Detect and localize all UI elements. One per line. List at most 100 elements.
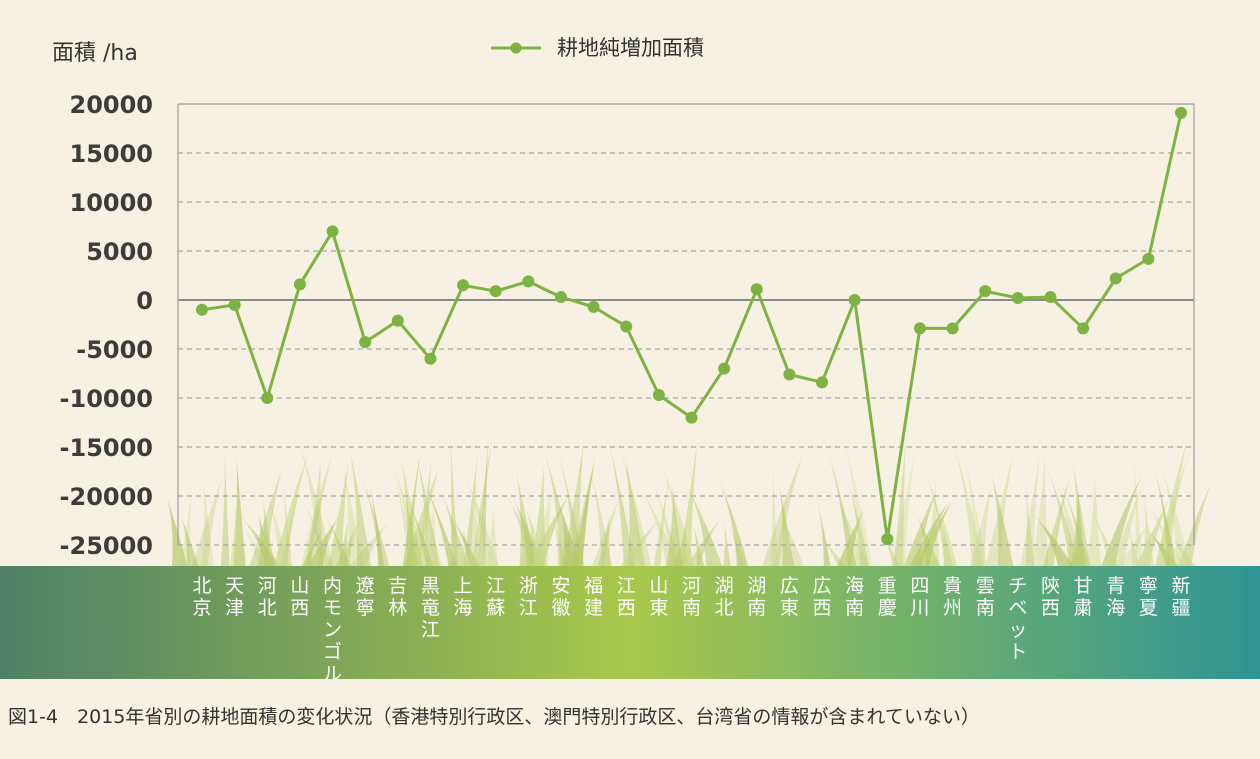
grass-blade (1154, 468, 1177, 567)
grass-blade (341, 463, 364, 567)
data-point (587, 300, 600, 313)
y-tick-label: 10000 (70, 189, 154, 217)
grass-blade (403, 468, 439, 567)
data-point (228, 298, 241, 311)
grass-blade (358, 469, 390, 567)
y-tick-label: 15000 (70, 140, 154, 168)
grass-blade (909, 502, 949, 567)
x-category-label: 天津 (225, 575, 244, 619)
figure-caption: 図1-4 2015年省別の耕地面積の変化状況（香港特別行政区、澳門特別行政区、台… (8, 706, 980, 728)
grass-blade (304, 458, 332, 567)
grass-blade (1154, 439, 1188, 567)
grass-blade (201, 480, 214, 567)
grass-blade (180, 515, 199, 567)
data-point (326, 225, 339, 238)
x-category-label: 江蘇 (486, 575, 505, 619)
y-axis-label: 面積 /ha (52, 41, 138, 66)
x-category-label: 安徽 (551, 575, 570, 619)
grass-blade (1091, 512, 1120, 567)
grass-blade (625, 457, 646, 567)
grass-blade (569, 456, 596, 567)
grass-blade (817, 502, 831, 567)
grass-blade (485, 504, 499, 567)
grass-blade (846, 476, 870, 567)
x-category-label: 江西 (617, 575, 636, 619)
grass-blade (824, 440, 857, 567)
y-tick-label: 20000 (70, 91, 154, 119)
grass-blade (427, 489, 438, 567)
data-point (554, 291, 567, 304)
data-point (424, 352, 437, 365)
x-category-label: 青海 (1106, 575, 1125, 619)
grass-blade (166, 498, 188, 567)
grass-blade (991, 474, 1014, 567)
grass-blade (450, 436, 459, 567)
grass-blade (305, 459, 323, 567)
x-category-label: 山西 (290, 575, 309, 619)
legend-marker-swatch (510, 42, 522, 54)
grass-blade (1116, 524, 1148, 567)
data-point (1044, 291, 1057, 304)
grass-blade (591, 498, 620, 567)
grass-blade (770, 465, 778, 567)
grass-blade (562, 441, 584, 567)
grass-blade (781, 516, 805, 567)
grass-blade (1042, 480, 1070, 567)
y-tick-label: -10000 (60, 385, 153, 413)
y-tick-label: -15000 (60, 434, 153, 462)
grass-blade (589, 468, 613, 567)
grass-blade (334, 515, 363, 567)
grass-blade (413, 469, 442, 567)
data-point (718, 362, 731, 375)
grass-blade (442, 495, 469, 567)
grass-blade (666, 489, 684, 567)
grass-blade (985, 455, 1014, 567)
grass-blade (416, 459, 432, 567)
data-point (391, 314, 404, 327)
grass-blade (662, 467, 696, 567)
y-tick-label: -5000 (76, 336, 153, 364)
data-point (652, 389, 665, 402)
series-line (201, 112, 1183, 541)
x-category-label: 陝西 (1041, 575, 1060, 619)
grass-blade (809, 527, 847, 567)
x-category-label: 浙江 (519, 575, 538, 619)
grass-blade (965, 460, 988, 567)
grass-blade (890, 454, 915, 567)
grass-blade (552, 513, 567, 567)
grass-blade (618, 445, 652, 567)
data-point (1109, 272, 1122, 285)
x-category-label: 寧夏 (1139, 575, 1158, 619)
x-axis-categories: 北京天津河北山西内モンゴル遼寧吉林黒竜江上海江蘇浙江安徽福建江西山東河南湖北湖南… (192, 575, 1190, 685)
grass-blade (349, 448, 372, 567)
x-category-label: 海南 (845, 575, 864, 619)
grass-blade (249, 470, 282, 567)
x-category-label: 内モンゴル (323, 575, 342, 685)
x-category-label: 貴州 (943, 575, 962, 619)
data-point (979, 285, 992, 298)
grass-blade (939, 508, 958, 567)
grass-blade (723, 523, 731, 567)
grass-blade (239, 515, 281, 567)
data-point (946, 322, 959, 335)
x-category-label: 北京 (192, 575, 211, 619)
data-point (816, 376, 829, 389)
y-tick-label: 0 (136, 287, 153, 315)
x-category-label: 河北 (258, 575, 277, 619)
grass-blade (323, 513, 352, 567)
grass-blade (951, 433, 984, 567)
grass-blade (301, 526, 325, 567)
grass-blade (573, 462, 595, 567)
x-category-label: 河南 (682, 575, 701, 619)
data-point (1175, 106, 1187, 119)
grass-blade (688, 487, 723, 567)
x-category-label: 吉林 (388, 575, 407, 619)
grass-blade (402, 453, 420, 567)
grass-blade (607, 437, 635, 567)
x-category-label: チベット (1008, 575, 1027, 663)
data-point (685, 411, 698, 424)
grass-blade (843, 439, 874, 567)
data-point (783, 368, 796, 381)
grass-blade (531, 465, 546, 567)
